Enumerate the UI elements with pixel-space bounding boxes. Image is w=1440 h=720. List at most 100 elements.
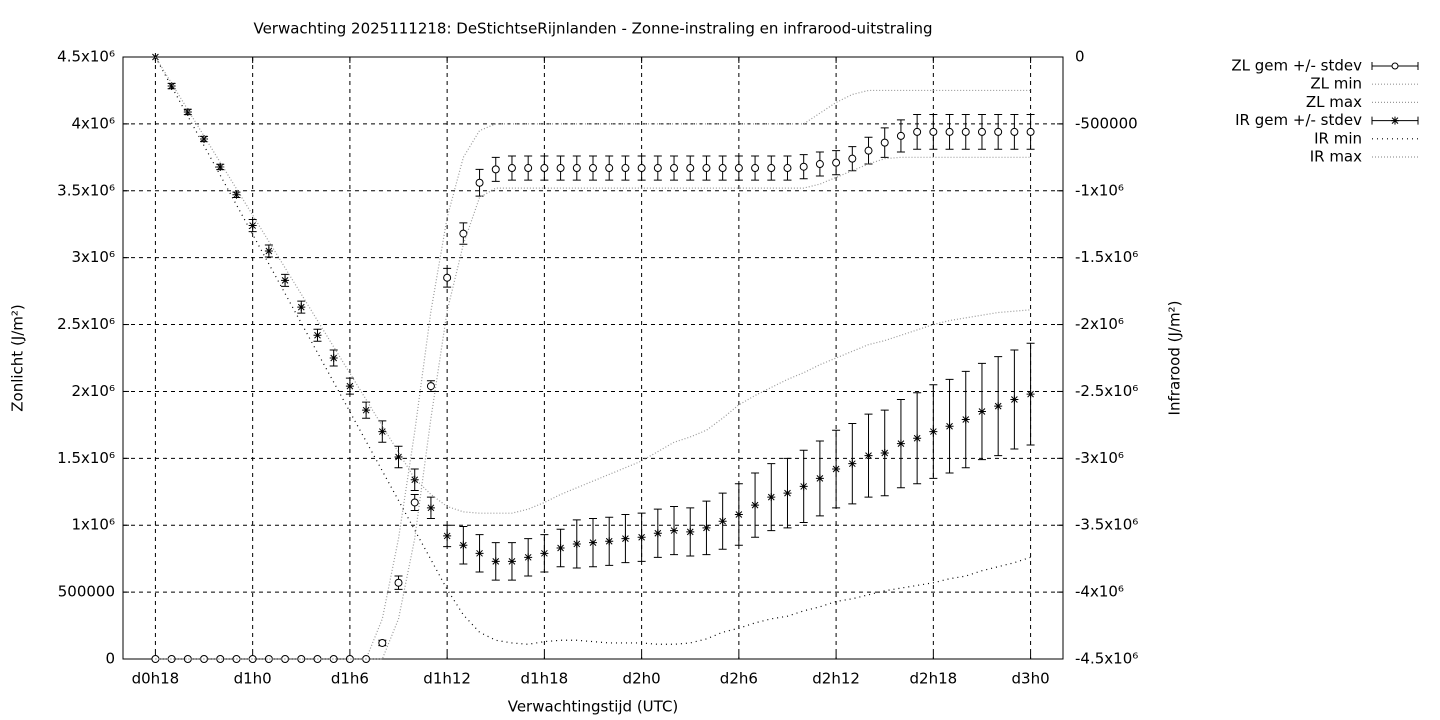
marker [896, 439, 905, 448]
marker [589, 538, 597, 547]
y2-tick-label: -4x10⁶ [1075, 583, 1124, 601]
marker [200, 135, 209, 144]
marker [313, 331, 322, 340]
marker [945, 127, 954, 136]
marker [621, 534, 630, 543]
marker [718, 517, 727, 526]
y-tick-label: 3x10⁶ [71, 248, 115, 266]
y-tick-label: 2.5x10⁶ [57, 315, 115, 333]
y2-tick-label: -3.5x10⁶ [1075, 516, 1138, 534]
line [154, 56, 1031, 514]
y-tick-label: 4.5x10⁶ [57, 48, 115, 66]
marker [880, 448, 889, 457]
y2-tick-label: -1x10⁶ [1075, 181, 1124, 199]
marker [799, 482, 808, 491]
line [155, 156, 1031, 660]
marker [929, 427, 938, 436]
marker [378, 638, 387, 647]
marker [637, 533, 646, 542]
marker [670, 164, 679, 173]
marker [443, 273, 452, 282]
marker [378, 427, 387, 436]
marker [540, 164, 549, 173]
marker [589, 164, 597, 173]
y-tick-label: 500000 [58, 583, 115, 601]
x-tick-label: d3h0 [1012, 670, 1050, 688]
y-tick-label: 1x10⁶ [71, 516, 115, 534]
marker [410, 498, 419, 507]
marker [783, 164, 792, 173]
marker [929, 127, 938, 136]
marker [961, 415, 970, 424]
marker [994, 402, 1003, 411]
y2-tick-label: -500000 [1075, 114, 1138, 132]
x-tick-label: d1h0 [234, 670, 272, 688]
marker [248, 221, 257, 230]
y2-tick-label: 0 [1075, 48, 1085, 66]
marker [507, 164, 516, 173]
marker [394, 452, 403, 461]
marker [183, 655, 192, 663]
marker [362, 406, 371, 415]
x-tick-label: d1h6 [331, 670, 369, 688]
marker [686, 164, 695, 173]
y2-tick-label: -3x10⁶ [1075, 449, 1124, 467]
marker [751, 164, 760, 173]
marker [524, 553, 533, 562]
marker [913, 127, 922, 136]
y2-tick-label: -2.5x10⁶ [1075, 382, 1138, 400]
legend-label: ZL gem +/- stdev [1231, 57, 1362, 75]
marker [459, 229, 468, 238]
marker [394, 578, 403, 587]
marker [848, 459, 857, 468]
legend-label: IR gem +/- stdev [1235, 111, 1362, 129]
legend-label: ZL min [1310, 75, 1362, 93]
marker [702, 523, 711, 532]
marker [994, 127, 1003, 136]
marker [264, 246, 273, 255]
y-axis-label: Zonlicht (J/m²) [9, 304, 27, 412]
legend-marker [1391, 116, 1399, 125]
legend-label: ZL max [1306, 93, 1362, 111]
marker [1010, 395, 1019, 404]
marker [767, 493, 776, 502]
y2-tick-label: -4.5x10⁶ [1075, 650, 1138, 668]
marker [815, 474, 824, 483]
marker [345, 655, 354, 663]
marker [297, 303, 306, 312]
marker [216, 655, 225, 663]
marker [232, 190, 241, 199]
marker [961, 127, 970, 136]
y-tick-label: 1.5x10⁶ [57, 449, 115, 467]
marker [734, 510, 743, 519]
marker [751, 501, 760, 510]
x-axis-label: Verwachtingstijd (UTC) [508, 698, 679, 716]
marker [459, 541, 468, 550]
y-tick-label: 4x10⁶ [71, 114, 115, 132]
marker [653, 164, 662, 173]
marker [507, 557, 516, 566]
marker [605, 537, 614, 546]
marker [767, 164, 776, 173]
marker [426, 503, 435, 512]
marker [475, 549, 484, 558]
marker [329, 354, 338, 362]
marker [832, 158, 841, 167]
marker [896, 131, 905, 140]
marker [1010, 127, 1019, 136]
marker [670, 526, 679, 535]
marker [281, 276, 290, 285]
plot-frame [122, 56, 1064, 660]
marker [815, 160, 824, 169]
x-tick-label: d2h18 [910, 670, 958, 688]
marker [410, 475, 419, 484]
marker [1026, 390, 1035, 399]
y2-axis-label: Infrarood (J/m²) [1166, 301, 1184, 416]
marker [653, 529, 662, 538]
marker [183, 107, 192, 116]
marker [556, 543, 565, 552]
legend-label: IR min [1314, 129, 1362, 147]
